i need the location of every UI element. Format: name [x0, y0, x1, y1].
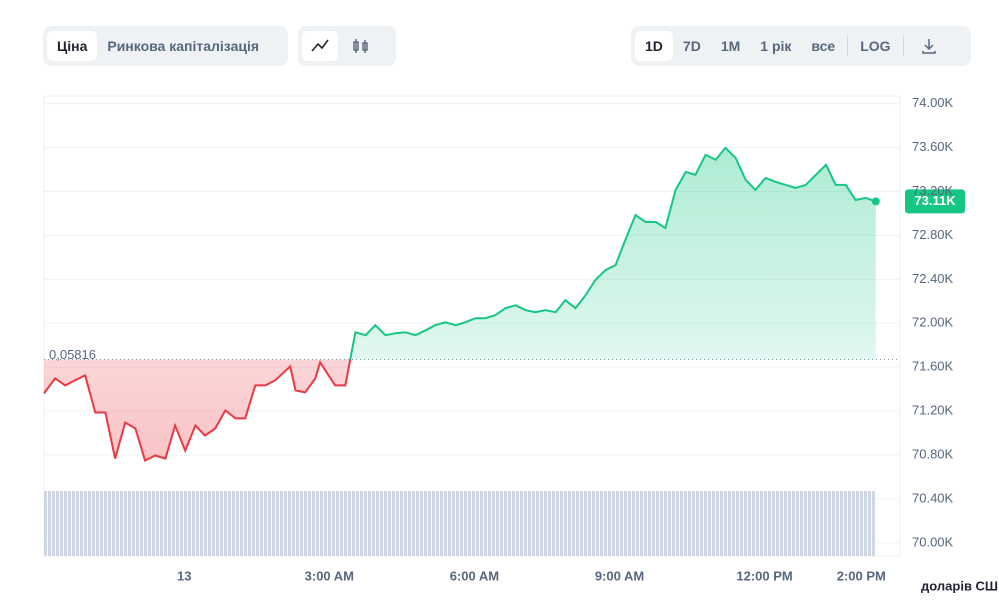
range-button[interactable]: 1D — [635, 31, 673, 61]
chart-style-switch — [298, 26, 396, 66]
y-tick-label: 74.00K — [912, 95, 954, 110]
x-tick-label: 2:00 PM — [837, 568, 886, 583]
y-tick-label: 73.60K — [912, 139, 954, 154]
x-tick-label: 9:00 AM — [595, 568, 644, 583]
separator — [902, 36, 904, 56]
x-tick-label: 6:00 AM — [450, 568, 499, 583]
range-button[interactable]: 1 рік — [760, 38, 792, 54]
price-line-down — [43, 359, 352, 463]
range-button[interactable]: 1M — [720, 38, 741, 54]
y-tick-label: 70.00K — [912, 534, 954, 549]
y-tick-label: 72.00K — [912, 315, 954, 330]
mode-switch: Ціна Ринкова капіталізація — [43, 26, 288, 66]
range-button[interactable]: все — [811, 38, 836, 54]
candle-icon — [353, 39, 368, 53]
area-up — [44, 147, 876, 360]
y-tick-label: 72.80K — [912, 227, 954, 242]
volume-bars — [44, 491, 876, 556]
line-icon — [311, 39, 329, 52]
price-line-up — [349, 146, 877, 360]
y-tick-label: 71.60K — [912, 359, 954, 374]
log-button[interactable]: LOG — [860, 38, 891, 54]
y-tick-label: 70.80K — [912, 446, 954, 461]
line-style-button[interactable] — [302, 31, 338, 61]
y-tick-label: 73.20K — [912, 183, 954, 198]
mode-button[interactable]: Ринкова капіталізація — [107, 38, 260, 54]
x-tick-label: 12:00 PM — [736, 568, 792, 583]
x-tick-label: 13 — [177, 568, 191, 583]
area-down — [44, 359, 351, 461]
x-tick-label: 3:00 AM — [305, 568, 354, 583]
y-tick-label: 72.40K — [912, 271, 954, 286]
range-switch: 1D 7D 1M 1 рік все LOG — [631, 26, 971, 66]
mode-button[interactable]: Ціна — [47, 31, 98, 61]
last-value-box — [905, 189, 965, 214]
candle-style-button[interactable] — [338, 31, 384, 61]
separator — [847, 36, 849, 56]
y-tick-label: 70.40K — [912, 490, 954, 505]
download-icon — [921, 39, 936, 54]
y-tick-label: 71.20K — [912, 403, 954, 418]
last-value-label: 73.11K — [914, 193, 956, 208]
download-button[interactable] — [906, 31, 952, 61]
last-point — [871, 197, 880, 206]
unit-label: доларів СШ — [921, 578, 998, 593]
baseline-label: 0,05816 — [49, 347, 96, 362]
range-button[interactable]: 7D — [682, 38, 701, 54]
